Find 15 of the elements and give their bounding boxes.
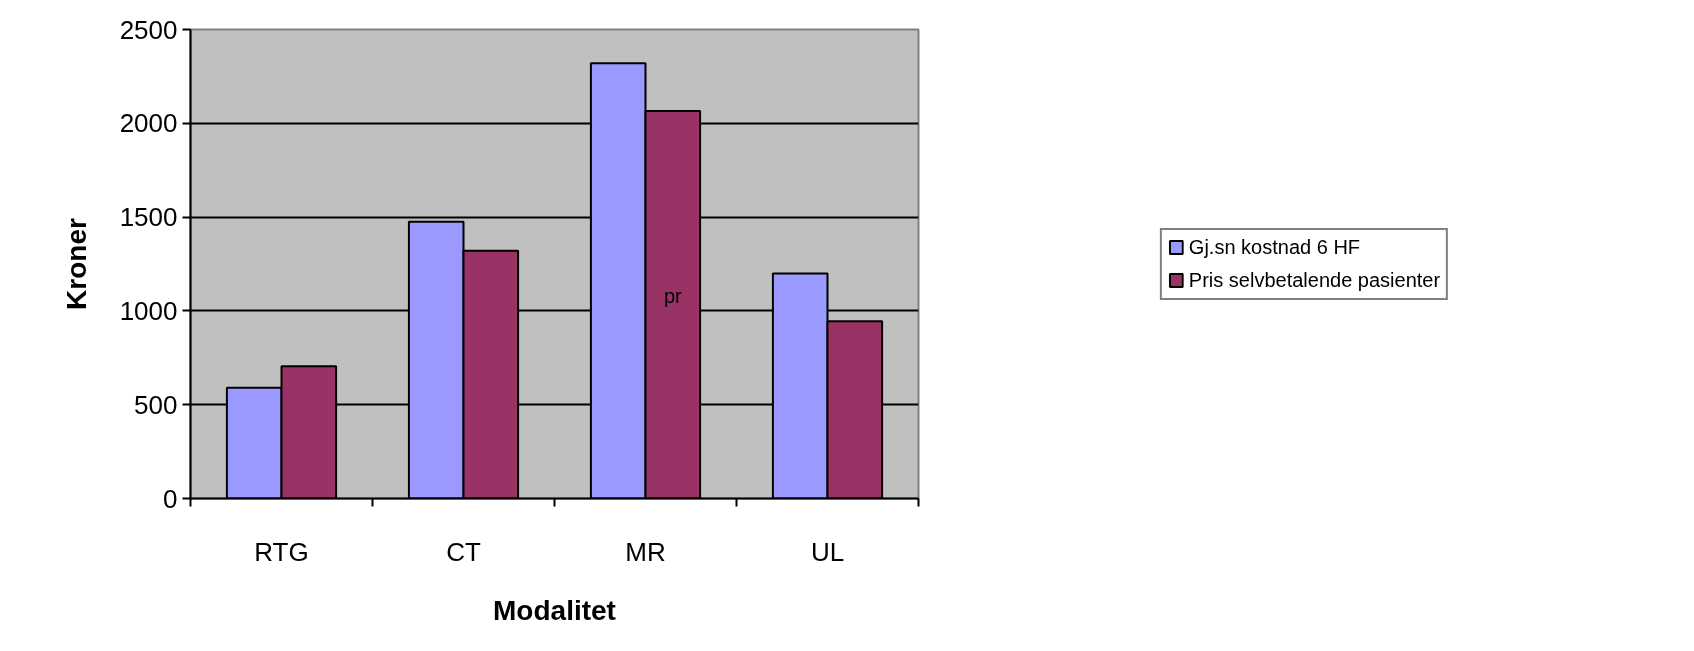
x-tick-label: UL	[810, 536, 845, 567]
legend-label: Gj.sn kostnad 6 HF	[1188, 235, 1361, 259]
legend-label: Pris selvbetalende pasienter	[1188, 268, 1441, 292]
y-tick-label: 1500	[119, 202, 178, 233]
y-tick-label: 2000	[119, 108, 178, 139]
annotation: pr	[663, 284, 683, 307]
x-axis-title: Modalitet	[493, 594, 616, 626]
x-tick-label: MR	[625, 536, 666, 567]
y-tick-label: 1000	[119, 295, 178, 326]
x-tick-label: CT	[446, 536, 481, 567]
y-tick-label: 0	[163, 483, 178, 514]
x-tick-label: RTG	[254, 536, 309, 567]
y-tick-label: 500	[134, 389, 178, 420]
y-axis-title: Kroner	[60, 218, 92, 310]
y-tick-label: 2500	[119, 14, 178, 45]
